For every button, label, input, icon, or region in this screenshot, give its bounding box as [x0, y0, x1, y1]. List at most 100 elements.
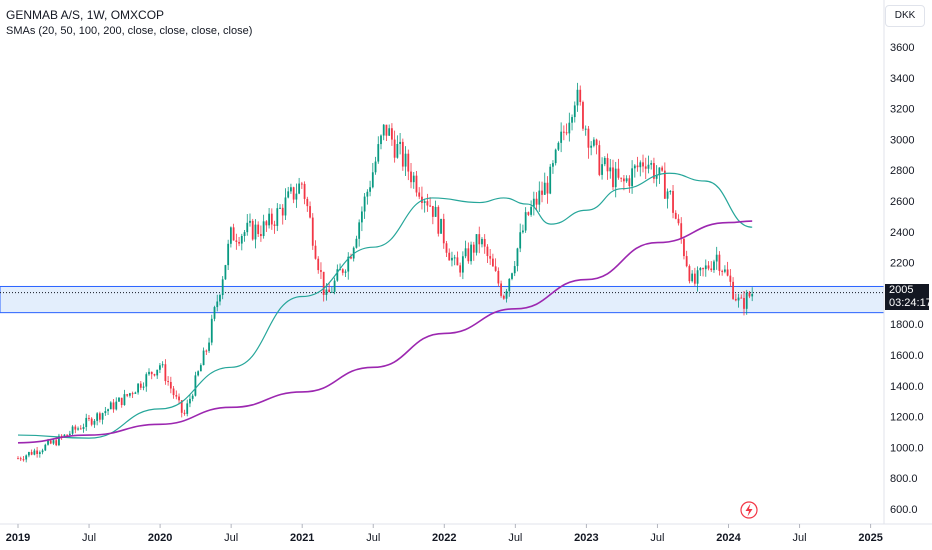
- candle-body: [491, 258, 494, 267]
- currency-button[interactable]: DKK: [885, 5, 925, 27]
- candle-body: [391, 128, 393, 140]
- candle-body: [303, 183, 306, 199]
- candle-body: [642, 162, 644, 167]
- candle-body: [571, 117, 573, 123]
- candle-body: [543, 182, 546, 195]
- candle-body: [606, 157, 609, 172]
- candle-body: [666, 191, 669, 199]
- candle-body: [325, 289, 328, 295]
- candle-body: [366, 191, 369, 197]
- candle-body: [309, 206, 311, 218]
- lightning-icon[interactable]: [740, 501, 758, 519]
- candle-body: [150, 371, 153, 375]
- candle-body: [486, 246, 489, 257]
- candle-body: [715, 254, 718, 262]
- time-axis: 2019 Jul 2020 Jul 2021 Jul 2022 Jul 2023 Jul 2024 J…: [6, 524, 883, 544]
- x-tick-label: Jul: [366, 532, 380, 544]
- candle-body: [620, 177, 623, 179]
- candle-body: [718, 254, 721, 271]
- support-zone[interactable]: [0, 285, 885, 314]
- candle-body: [104, 411, 107, 414]
- candle-body: [623, 178, 625, 182]
- candle-body: [311, 217, 314, 246]
- candle-body: [459, 265, 462, 273]
- candle-body: [178, 396, 180, 401]
- candle-body: [88, 417, 90, 419]
- candle-body: [107, 409, 109, 412]
- last-price-badge: 2005 03:24:17: [885, 283, 932, 310]
- candle-body: [290, 187, 292, 192]
- candle-body: [614, 168, 617, 188]
- y-tick-label: 600.0: [890, 504, 918, 516]
- candle-body: [19, 458, 22, 460]
- candle-body: [374, 161, 377, 173]
- candle-body: [82, 427, 85, 430]
- candle-body: [112, 402, 115, 410]
- candle-body: [240, 236, 243, 244]
- candle-body: [380, 135, 382, 145]
- candle-body: [284, 197, 287, 216]
- y-tick-label: 2800: [890, 165, 914, 177]
- candle-body: [115, 401, 118, 410]
- candle-body: [156, 369, 159, 376]
- candle-body: [281, 207, 284, 216]
- candle-body: [481, 238, 483, 245]
- candle-body: [532, 198, 535, 207]
- candle-body: [726, 269, 729, 276]
- candle-body: [721, 270, 724, 272]
- candle-body: [300, 183, 303, 185]
- candle-body: [451, 257, 453, 261]
- x-tick-label: 2020: [148, 532, 172, 544]
- candle-body: [388, 128, 391, 136]
- candle-body: [658, 167, 661, 176]
- candle-body: [202, 350, 205, 366]
- candle-body: [612, 167, 614, 188]
- candle-body: [191, 395, 194, 399]
- candle-body: [489, 256, 492, 259]
- y-tick-label: 3200: [890, 104, 914, 116]
- candle-body: [371, 172, 374, 188]
- candle-body: [672, 191, 674, 213]
- candle-body: [603, 157, 606, 165]
- candle-body: [674, 212, 677, 219]
- x-tick-label: 2025: [858, 532, 882, 544]
- candle-body: [562, 131, 565, 133]
- candle-body: [265, 221, 268, 226]
- candle-body: [696, 270, 699, 284]
- candle-body: [44, 444, 47, 451]
- candle-body: [123, 394, 126, 406]
- candle-body: [238, 241, 240, 244]
- candle-body: [224, 265, 227, 280]
- candle-body: [276, 208, 279, 226]
- candle-body: [120, 397, 123, 406]
- candle-body: [213, 307, 216, 319]
- candle-body: [98, 413, 101, 420]
- candle-body: [497, 270, 500, 284]
- candle-body: [734, 298, 737, 301]
- y-tick-label: 1400.0: [890, 381, 924, 393]
- candle-body: [262, 221, 265, 237]
- y-tick-label: 1600.0: [890, 350, 924, 362]
- candle-body: [404, 153, 407, 167]
- candle-body: [270, 213, 273, 225]
- candle-body: [595, 139, 598, 146]
- candle-body: [511, 273, 513, 279]
- candle-body: [339, 269, 341, 271]
- candle-body: [347, 256, 350, 272]
- candle-body: [350, 256, 352, 259]
- candle-body: [415, 175, 418, 193]
- y-tick-label: 1800.0: [890, 319, 924, 331]
- candle-body: [251, 220, 254, 240]
- candle-body: [79, 428, 82, 430]
- candle-body: [584, 128, 587, 130]
- candle-body: [617, 168, 620, 178]
- sma-50-line: [17, 172, 753, 439]
- candle-body: [17, 458, 19, 460]
- candle-body: [52, 440, 55, 444]
- candle-body: [63, 434, 66, 437]
- candle-body: [500, 283, 502, 296]
- candle-body: [445, 243, 448, 253]
- y-tick-label: 2600: [890, 196, 914, 208]
